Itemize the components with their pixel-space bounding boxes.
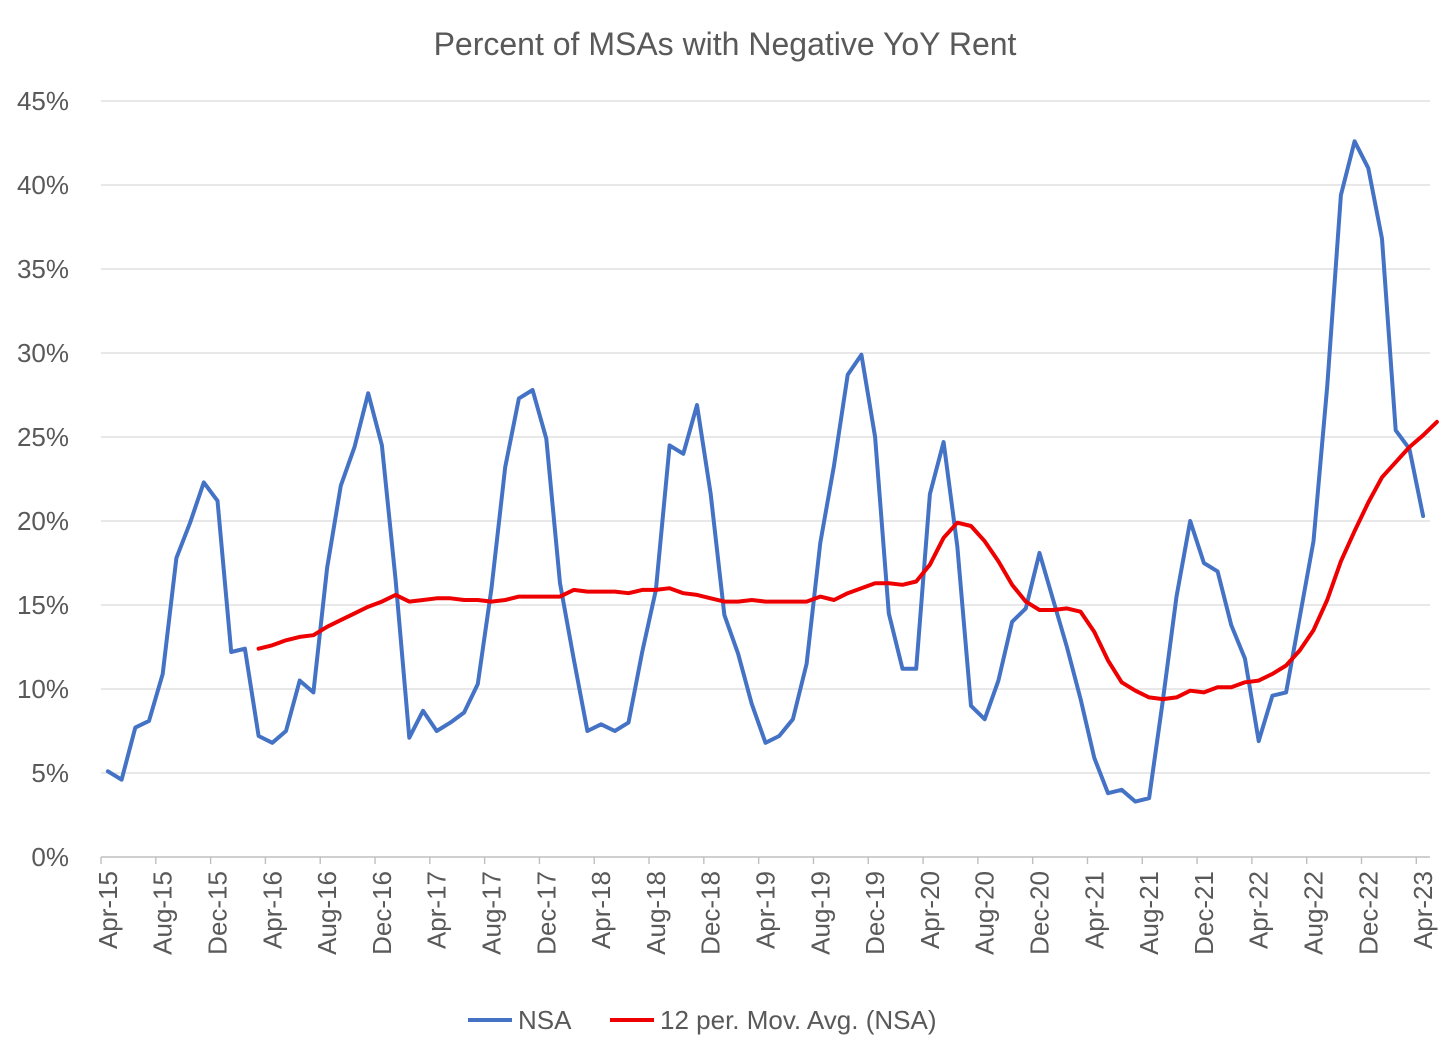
x-axis-tick-labels: Apr-15 Aug-15 Dec-15 Apr-16 Aug-16 Dec-16 Apr-… (93, 871, 1438, 955)
x-tick-label: Dec-17 (531, 871, 561, 955)
y-tick-label: 15% (17, 590, 69, 620)
x-tick-label: Apr-18 (586, 871, 616, 949)
x-tick-label: Apr-23 (1408, 871, 1438, 949)
y-axis-tick-labels: 0% 5% 10% 15% 20% 25% 30% 35% 40% 45% (17, 86, 69, 872)
x-tick-label: Aug-20 (970, 871, 1000, 955)
x-tick-label: Dec-15 (202, 871, 232, 955)
x-tick-label: Apr-22 (1244, 871, 1274, 949)
y-tick-label: 5% (31, 758, 69, 788)
legend-label-nsa: NSA (518, 1005, 572, 1035)
x-tick-label: Aug-19 (805, 871, 835, 955)
x-tick-label: Apr-16 (257, 871, 287, 949)
x-tick-label: Apr-21 (1079, 871, 1109, 949)
y-tick-label: 25% (17, 422, 69, 452)
y-tick-label: 35% (17, 254, 69, 284)
x-tick-label: Aug-16 (312, 871, 342, 955)
y-tick-label: 45% (17, 86, 69, 116)
x-tick-label: Dec-16 (367, 871, 397, 955)
y-tick-label: 30% (17, 338, 69, 368)
x-tick-label: Apr-19 (751, 871, 781, 949)
x-tick-label: Apr-15 (93, 871, 123, 949)
y-tick-label: 20% (17, 506, 69, 536)
series-line-nsa (105, 139, 1426, 804)
x-tick-label: Dec-22 (1353, 871, 1383, 955)
series-line-moving-average (256, 419, 1439, 702)
legend-label-moving-average: 12 per. Mov. Avg. (NSA) (660, 1005, 937, 1035)
legend: NSA 12 per. Mov. Avg. (NSA) (468, 1005, 937, 1035)
y-tick-label: 40% (17, 170, 69, 200)
x-tick-label: Dec-21 (1189, 871, 1219, 955)
x-tick-label: Apr-20 (915, 871, 945, 949)
x-tick-label: Dec-19 (860, 871, 890, 955)
x-tick-label: Apr-17 (422, 871, 452, 949)
x-axis (100, 856, 1430, 864)
x-tick-label: Aug-18 (641, 871, 671, 955)
gridlines (101, 100, 1430, 774)
x-tick-label: Aug-15 (148, 871, 178, 955)
x-tick-label: Dec-18 (696, 871, 726, 955)
x-tick-label: Aug-21 (1134, 871, 1164, 955)
y-tick-label: 10% (17, 674, 69, 704)
y-tick-label: 0% (31, 842, 69, 872)
x-tick-label: Aug-17 (476, 871, 506, 955)
x-tick-label: Dec-20 (1025, 871, 1055, 955)
series-lines (105, 139, 1439, 804)
x-tick-label: Aug-22 (1299, 871, 1329, 955)
chart-title: Percent of MSAs with Negative YoY Rent (434, 26, 1017, 62)
